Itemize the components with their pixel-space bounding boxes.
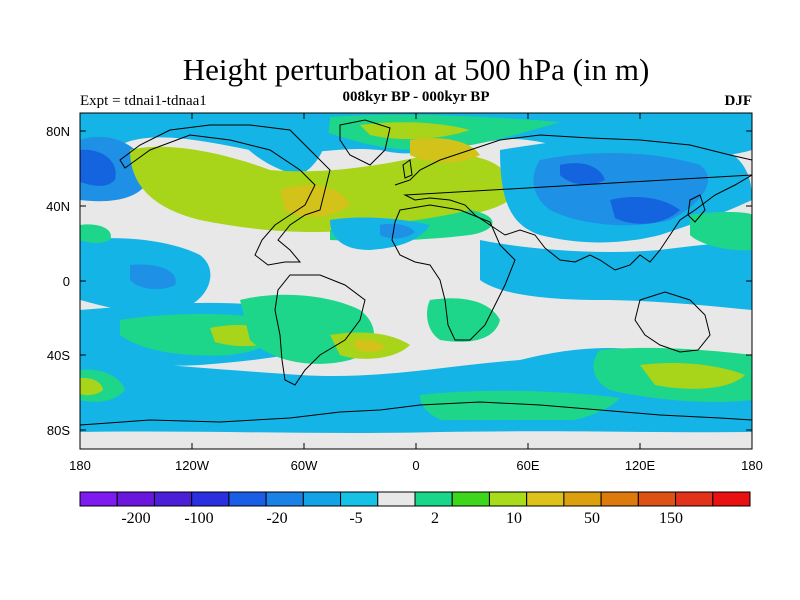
coastline-africa — [391, 204, 516, 341]
asia-darkblue — [610, 197, 680, 224]
colorbar-box — [451, 491, 490, 507]
coastline-australia — [634, 291, 711, 353]
longitude-axis: 180 120W 60W 0 60E 120E 180 — [69, 458, 763, 473]
lat-tick-label: 0 — [63, 274, 70, 289]
colorbar-box — [526, 491, 565, 507]
west-pacific-green — [690, 211, 752, 251]
north-america-max — [280, 185, 350, 217]
season-label: DJF — [724, 93, 753, 109]
colorbar-label: 2 — [431, 510, 439, 527]
colorbar-label: -5 — [349, 510, 362, 527]
colorbar-box — [79, 491, 118, 507]
coastline-uk — [402, 159, 413, 179]
colorbar-label: 10 — [506, 510, 522, 527]
coastline-eurasia — [394, 134, 752, 271]
arctic-yellow — [360, 122, 470, 140]
colorbar-box — [340, 491, 379, 507]
colorbar-labels: -200 -100 -20 -5 2 10 50 150 — [121, 510, 683, 527]
siberia-darkblue — [560, 163, 605, 185]
north-pacific-lightblue — [230, 115, 330, 175]
colorbar-box — [675, 491, 714, 507]
lon-tick-label: 120W — [175, 458, 210, 473]
coastline-japan — [687, 194, 706, 223]
lon-tick-label: 180 — [69, 458, 91, 473]
latitude-axis: 80N 40N 0 40S 80S — [46, 124, 70, 438]
chart-title: Height perturbation at 500 hPa (in m) — [182, 52, 650, 87]
colorbar — [79, 491, 751, 507]
colorbar-box — [153, 491, 193, 507]
axis-ticks — [79, 113, 753, 449]
colorbar-box — [488, 491, 528, 507]
coastline-north-america — [119, 124, 331, 266]
experiment-label: Expt = tdnai1-tdnaa1 — [80, 93, 207, 109]
colorbar-label: 50 — [584, 510, 600, 527]
colorbar-label: -100 — [184, 510, 213, 527]
colorbar-box — [228, 491, 267, 507]
chart-subtitle: 008kyr BP - 000kyr BP — [342, 89, 490, 105]
lon-tick-label: 120E — [625, 458, 656, 473]
colorbar-box — [302, 491, 342, 507]
colorbar-box — [377, 491, 416, 507]
coastline-greenland — [339, 119, 391, 166]
indian-ocean-blue — [480, 240, 752, 310]
colorbar-label: -200 — [121, 510, 150, 527]
lon-tick-label: 0 — [412, 458, 419, 473]
lon-tick-label: 60E — [516, 458, 539, 473]
antarctic-green — [420, 390, 620, 429]
coastline-south-america — [274, 274, 366, 386]
subtropical-atlantic-midblue — [380, 223, 415, 239]
north-pacific-darkblue — [80, 149, 116, 186]
south-atlantic-max — [355, 339, 385, 353]
coastlines — [80, 119, 752, 426]
colorbar-box — [265, 491, 304, 507]
lat-tick-label: 40S — [47, 348, 70, 363]
coastline-antarctica — [80, 401, 752, 426]
lat-tick-label: 40N — [46, 199, 70, 214]
south-west-yellow — [80, 377, 103, 396]
east-pacific-green — [80, 224, 111, 244]
lat-tick-label: 80S — [47, 423, 70, 438]
tropical-pacific-midblue — [130, 264, 176, 290]
map-field — [80, 113, 752, 449]
southern-indian-yellow — [640, 363, 745, 389]
lon-tick-label: 60W — [291, 458, 318, 473]
colorbar-label: -20 — [266, 510, 287, 527]
colorbar-box — [563, 491, 602, 507]
colorbar-box — [712, 491, 751, 507]
colorbar-box — [191, 491, 230, 507]
antarctic-neutral — [80, 431, 752, 449]
south-africa-green — [427, 298, 500, 342]
europe-max — [410, 138, 480, 163]
colorbar-label: 150 — [659, 510, 683, 527]
colorbar-box — [414, 491, 453, 507]
lat-tick-label: 80N — [46, 124, 70, 139]
colorbar-box — [116, 491, 155, 507]
lon-tick-label: 180 — [741, 458, 763, 473]
colorbar-box — [637, 491, 677, 507]
colorbar-box — [600, 491, 639, 507]
